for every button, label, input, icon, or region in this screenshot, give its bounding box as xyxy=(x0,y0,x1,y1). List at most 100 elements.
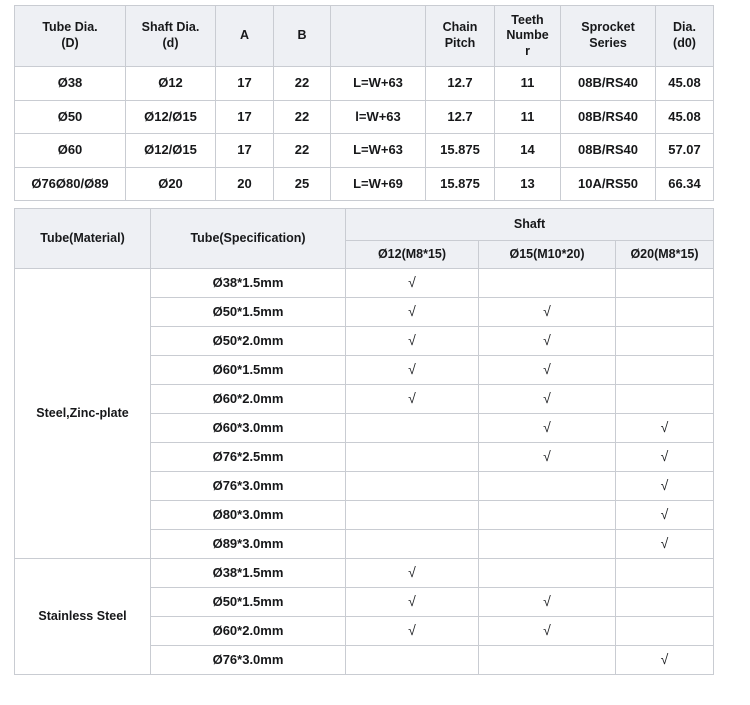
table-cell: 15.875 xyxy=(425,166,495,201)
column-header-3: B xyxy=(273,5,331,67)
compatibility-check-cell: √ xyxy=(614,442,715,472)
check-icon: √ xyxy=(543,332,551,349)
check-icon: √ xyxy=(660,535,669,552)
table-cell: 10A/RS50 xyxy=(560,166,656,201)
column-header-line: (d0) xyxy=(673,36,696,50)
compatibility-check-cell: √ xyxy=(478,616,616,646)
table-row: Ø89*3.0mm √ xyxy=(15,529,715,559)
table-cell: Ø12/Ø15 xyxy=(125,99,216,134)
check-icon: √ xyxy=(543,448,551,465)
table-row: Ø50 Ø12/Ø15 17 22 l=W+63 12.7 11 08B/RS40 45.08 xyxy=(14,99,714,134)
column-header-line: Chain xyxy=(442,20,478,35)
table-cell: 15.875 xyxy=(425,133,495,168)
table-cell: 17 xyxy=(215,66,274,101)
compatibility-empty-cell xyxy=(614,384,715,414)
compatibility-empty-cell xyxy=(614,297,715,327)
table-cell: 12.7 xyxy=(425,66,495,101)
table-cell: 20 xyxy=(215,166,274,201)
column-header-shaft-2: Ø20(M8*15) xyxy=(614,240,715,269)
material-group-label: Stainless Steel xyxy=(14,558,151,675)
table-cell: L=W+63 xyxy=(330,66,426,101)
table-cell: 57.07 xyxy=(655,133,714,168)
table-cell: 25 xyxy=(273,166,331,201)
table-row: Ø76*2.5mm √ √ xyxy=(15,442,715,472)
table-cell: 13 xyxy=(494,166,561,201)
check-icon: √ xyxy=(408,622,416,639)
table-row: Ø60*1.5mm √ √ xyxy=(15,355,715,385)
tube-shaft-compatibility-table: Tube(Material) Tube(Specification) Shaft… xyxy=(14,208,715,675)
compatibility-empty-cell xyxy=(614,587,715,617)
column-header-line: Series xyxy=(589,36,627,50)
compatibility-check-cell: √ xyxy=(345,587,479,617)
table-row: Ø38 Ø12 17 22 L=W+63 12.7 11 08B/RS40 45.08 xyxy=(14,66,714,101)
table-row: Ø50*2.0mm √ √ xyxy=(15,326,715,356)
compatibility-check-cell: √ xyxy=(345,558,479,588)
check-icon: √ xyxy=(660,477,669,494)
table-row: Ø50*1.5mm √ √ xyxy=(15,587,715,617)
sprocket-dimension-table-body: Ø38 Ø12 17 22 L=W+63 12.7 11 08B/RS40 45.08 Ø50 Ø1… xyxy=(14,66,714,201)
compatibility-empty-cell xyxy=(345,413,479,443)
column-header-shaft-group: Shaft xyxy=(344,208,715,241)
compatibility-check-cell: √ xyxy=(614,529,715,559)
column-header-line: A xyxy=(239,28,250,43)
column-header-line: Tube Dia. xyxy=(42,20,98,35)
column-header-6: Teeth Numbe r xyxy=(494,5,561,67)
table-cell: l=W+63 xyxy=(330,99,426,134)
column-header-line: r xyxy=(525,43,530,58)
check-icon: √ xyxy=(660,448,669,465)
tube-specification-cell: Ø50*2.0mm xyxy=(150,326,346,356)
table-cell: 17 xyxy=(215,133,274,168)
compatibility-check-cell: √ xyxy=(478,384,616,414)
check-icon: √ xyxy=(543,622,551,639)
table-header-row-shaft-sizes: Ø12(M8*15) Ø15(M10*20) Ø20(M8*15) xyxy=(15,240,715,269)
compatibility-empty-cell xyxy=(614,616,715,646)
table-row: Steel,Zinc-plate Ø38*1.5mm √ xyxy=(14,268,715,559)
compatibility-empty-cell xyxy=(478,500,616,530)
column-header-line: B xyxy=(297,28,307,43)
table-cell: 08B/RS40 xyxy=(560,133,656,168)
compatibility-check-cell: √ xyxy=(345,268,479,298)
check-icon: √ xyxy=(408,332,416,349)
tube-specification-cell: Ø80*3.0mm xyxy=(150,500,346,530)
column-header-5: Chain Pitch xyxy=(425,5,495,67)
compatibility-check-cell: √ xyxy=(478,413,616,443)
compatibility-check-cell: √ xyxy=(614,645,715,675)
check-icon: √ xyxy=(408,593,416,610)
table-row: Ø76Ø80/Ø89 Ø20 20 25 L=W+69 15.875 13 10A/RS50 6… xyxy=(14,166,714,201)
check-icon: √ xyxy=(408,303,416,320)
table-cell: Ø60 xyxy=(14,133,126,168)
check-icon: √ xyxy=(543,419,551,436)
column-header-8: Dia. (d0) xyxy=(655,5,714,67)
compatibility-check-cell: √ xyxy=(614,471,715,501)
table-cell: Ø12 xyxy=(125,66,216,101)
compatibility-empty-cell xyxy=(614,268,715,298)
column-header-shaft-0: Ø12(M8*15) xyxy=(345,240,479,269)
check-icon: √ xyxy=(543,390,551,407)
compatibility-check-cell: √ xyxy=(478,442,616,472)
tube-specification-cell: Ø50*1.5mm xyxy=(150,297,346,327)
table-cell: 22 xyxy=(273,99,331,134)
check-icon: √ xyxy=(660,419,669,436)
column-header-2: A xyxy=(215,5,274,67)
compatibility-empty-cell xyxy=(345,500,479,530)
column-header-line: Numbe xyxy=(506,28,549,43)
column-header-line: Sprocket xyxy=(581,20,635,35)
column-header-line: (d) xyxy=(162,36,179,50)
tube-specification-cell: Ø38*1.5mm xyxy=(150,268,346,298)
table-cell: 12.7 xyxy=(425,99,495,134)
table-cell: Ø50 xyxy=(14,99,126,134)
table-cell: 22 xyxy=(273,133,331,168)
table-cell: 11 xyxy=(494,99,561,134)
table-row: Ø60 Ø12/Ø15 17 22 L=W+63 15.875 14 08B/RS40 57.0… xyxy=(14,133,714,168)
table-cell: L=W+69 xyxy=(330,166,426,201)
column-header-line: Shaft Dia. xyxy=(141,20,200,35)
table-cell: 08B/RS40 xyxy=(560,99,656,134)
compatibility-empty-cell xyxy=(345,529,479,559)
compatibility-check-cell: √ xyxy=(345,297,479,327)
check-icon: √ xyxy=(408,390,416,407)
compatibility-empty-cell xyxy=(614,355,715,385)
check-icon: √ xyxy=(543,593,551,610)
column-header-shaft-1: Ø15(M10*20) xyxy=(478,240,616,269)
compatibility-check-cell: √ xyxy=(478,355,616,385)
table-cell: 14 xyxy=(494,133,561,168)
